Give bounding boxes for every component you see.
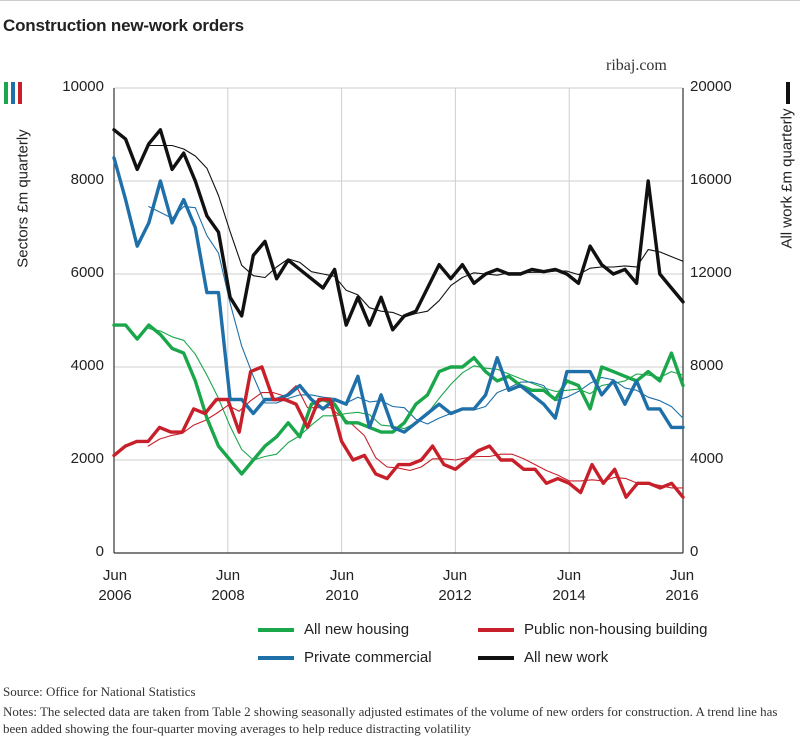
right-tick-label: 0 [690,543,699,560]
x-tick-month: Jun [215,567,241,584]
series-line-all-new-work-trend [148,144,684,318]
x-tick-label: Jun 2006 [85,566,145,606]
x-tick-year: 2008 [211,587,245,604]
left-tick-label: 0 [95,543,104,560]
legend-swatch [478,655,514,660]
x-tick-month: Jun [102,567,128,584]
series-line-public-non-housing-building [112,365,685,499]
series-line-public-non-housing-building-trend [147,385,684,489]
x-tick-month: Jun [669,567,695,584]
x-tick-month: Jun [556,567,582,584]
legend-swatch [478,627,514,632]
series-line-all-new-housing [112,323,685,476]
housing-axis-marker [4,82,8,104]
legend-label: Private commercial [304,649,432,666]
left-tick-label: 6000 [70,264,104,281]
all-work-axis-marker [786,82,790,104]
public-axis-marker [18,82,22,104]
legend-label: All new work [524,649,609,666]
left-tick-label: 4000 [70,357,104,374]
legend-label: All new housing [304,621,410,638]
legend-item-all-work: All new work [478,649,608,666]
x-tick-label: Jun 2016 [652,566,712,606]
left-tick-label: 2000 [70,450,104,467]
left-axis-color-markers [4,82,22,104]
legend-swatch [258,655,294,660]
series-line-private-commercial [112,156,685,434]
x-tick-year: 2006 [98,587,132,604]
x-tick-year: 2010 [325,587,359,604]
legend-item-commercial: Private commercial [258,649,432,666]
legend-label: Public non-housing building [524,621,708,638]
right-tick-label: 8000 [690,357,724,374]
right-tick-label: 12000 [690,264,732,281]
right-tick-label: 4000 [690,450,724,467]
x-tick-month: Jun [442,567,468,584]
x-tick-label: Jun 2008 [198,566,258,606]
source-note: Source: Office for National Statistics [3,684,196,699]
right-tick-label: 20000 [690,78,732,95]
chart-title: Construction new-work orders [3,16,244,35]
x-tick-month: Jun [329,567,355,584]
grid [113,87,684,554]
x-tick-label: Jun 2012 [425,566,485,606]
x-tick-year: 2016 [665,587,699,604]
series-line-all-new-work [112,128,685,332]
x-tick-year: 2012 [438,587,472,604]
brand-label: ribaj.com [606,57,667,74]
left-tick-label: 10000 [62,78,104,95]
notes-text: Notes: The selected data are taken from … [3,704,778,736]
commercial-axis-marker [11,82,15,104]
legend-item-public: Public non-housing building [478,621,707,638]
legend-item-housing: All new housing [258,621,409,638]
x-tick-label: Jun 2014 [539,566,599,606]
top-divider [0,0,800,1]
series-layer [112,128,685,499]
x-tick-year: 2014 [552,587,586,604]
x-tick-label: Jun 2010 [312,566,372,606]
legend-swatch [258,627,294,632]
right-tick-label: 16000 [690,171,732,188]
left-tick-label: 8000 [70,171,104,188]
